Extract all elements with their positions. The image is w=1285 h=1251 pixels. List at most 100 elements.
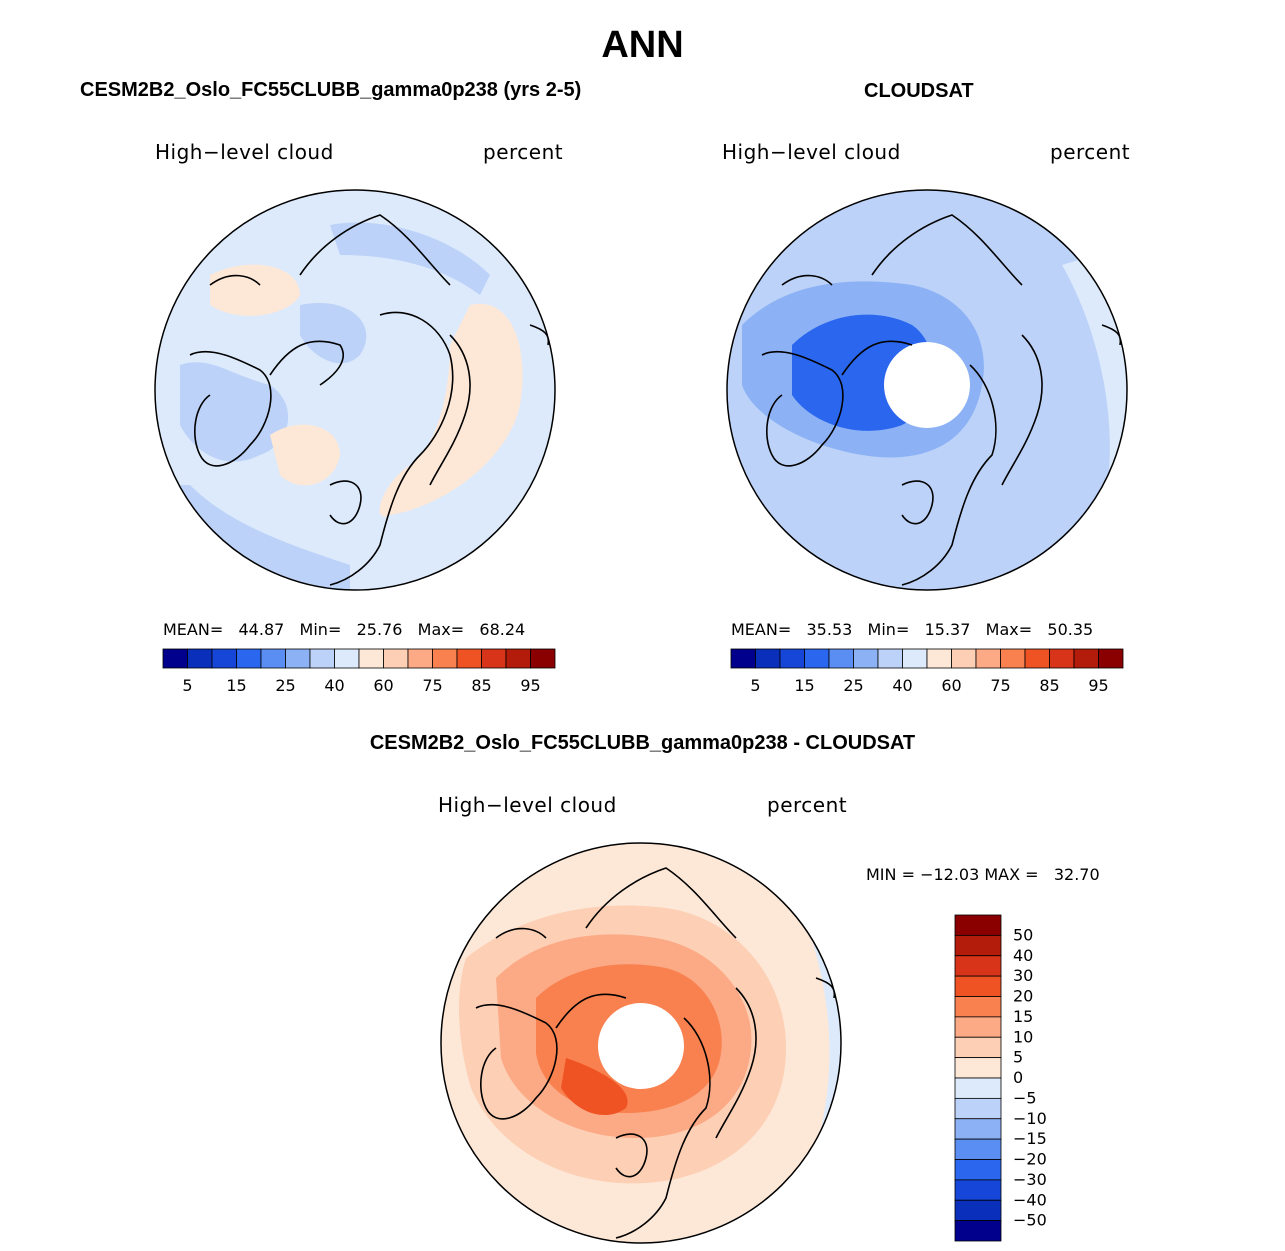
panel-1-colorbar-swatch-13 bbox=[481, 648, 507, 669]
panel-3-colorbar-swatch-4 bbox=[954, 996, 1002, 1018]
panel-1-colorbar-swatch-0 bbox=[162, 648, 188, 669]
panel-3-colorbar-swatch-11 bbox=[954, 1138, 1002, 1160]
panel-1-colorbar-swatch-11 bbox=[432, 648, 458, 669]
panel-2-colorbar-swatch-6 bbox=[877, 648, 903, 669]
panel-3-colorbar-swatch-6 bbox=[954, 1036, 1002, 1059]
panel-1-colorbar-swatch-9 bbox=[383, 648, 409, 669]
panel-3-colorbar-swatch-12 bbox=[954, 1159, 1002, 1181]
panel-2-colorbar-tick-label: 75 bbox=[990, 676, 1010, 695]
panel-1-colorbar-tick-label: 75 bbox=[422, 676, 442, 695]
panel-1-polar-map bbox=[154, 189, 556, 591]
panel-2-colorbar-tick-label: 25 bbox=[843, 676, 863, 695]
panel-1-colorbar-tick-label: 40 bbox=[324, 676, 344, 695]
panel-2-units-label: percent bbox=[1050, 140, 1131, 164]
panel-3-colorbar-swatch-5 bbox=[954, 1016, 1002, 1038]
panel-3-colorbar-swatch-7 bbox=[954, 1057, 1002, 1079]
panel-3-region-peak-positive bbox=[561, 1058, 628, 1116]
panel-3-polar-map bbox=[440, 842, 842, 1244]
panel-1-region-greenland-low bbox=[180, 362, 289, 462]
panel-1-colorbar-tick-label: 25 bbox=[275, 676, 295, 695]
panel-3-colorbar-swatch-15 bbox=[954, 1220, 1002, 1242]
panel-2-colorbar-swatch-4 bbox=[828, 648, 854, 669]
panel-2-colorbar-swatch-8 bbox=[926, 648, 952, 669]
panel-3-colorbar-swatch-3 bbox=[954, 975, 1002, 997]
panel-2-colorbar-swatch-7 bbox=[902, 648, 928, 669]
panel-3-colorbar-tick-label: −15 bbox=[1013, 1129, 1047, 1148]
panel-3-colorbar-tick-label: 20 bbox=[1013, 987, 1033, 1006]
panel-2-colorbar-swatch-5 bbox=[853, 648, 879, 669]
panel-2-colorbar-swatch-1 bbox=[755, 648, 781, 669]
panel-1-region-pacific-low bbox=[330, 222, 490, 295]
panel-2-colorbar-swatches bbox=[730, 648, 1124, 669]
panel-1-colorbar-labels: 5 15 25 40 60 75 85 95 bbox=[182, 676, 540, 695]
panel-1-colorbar: 5 15 25 40 60 75 85 95 bbox=[162, 648, 556, 695]
panel-3-stats: MIN = −12.03 MAX = 32.70 bbox=[866, 865, 1100, 884]
panel-1-coastlines bbox=[189, 214, 550, 586]
panel-1-colorbar-tick-label: 60 bbox=[373, 676, 393, 695]
panel-2-title: CLOUDSAT bbox=[864, 80, 974, 102]
panel-1-variable-label: High−level cloud bbox=[155, 140, 334, 164]
panel-3-colorbar-tick-label: 10 bbox=[1013, 1027, 1033, 1046]
panel-2-colorbar-swatch-12 bbox=[1024, 648, 1050, 669]
panel-1-colorbar-swatch-15 bbox=[530, 648, 556, 669]
panel-2-colorbar-tick-label: 95 bbox=[1088, 676, 1108, 695]
panel-3-map-border bbox=[440, 842, 842, 1244]
panel-1-region-eurasia-high bbox=[379, 303, 523, 517]
panel-2-colorbar-swatch-15 bbox=[1098, 648, 1124, 669]
panel-1-region-arctic-low bbox=[300, 303, 367, 364]
panel-2-colorbar-tick-label: 85 bbox=[1039, 676, 1059, 695]
panel-2-colorbar-tick-label: 15 bbox=[794, 676, 814, 695]
panel-1-colorbar-swatch-14 bbox=[505, 648, 531, 669]
panel-1-region-atlantic-high bbox=[270, 424, 340, 486]
panel-3-colorbar-tick-label: 50 bbox=[1013, 925, 1033, 944]
panel-1-colorbar-swatch-2 bbox=[211, 648, 237, 669]
panel-1-stats: MEAN= 44.87 Min= 25.76 Max= 68.24 bbox=[163, 620, 526, 639]
panel-3-title: CESM2B2_Oslo_FC55CLUBB_gamma0p238 - CLOU… bbox=[369, 732, 916, 754]
panel-3-coastlines bbox=[475, 867, 836, 1239]
panel-3-variable-label: High−level cloud bbox=[438, 793, 617, 817]
panel-1-colorbar-swatch-1 bbox=[187, 648, 213, 669]
panel-3-colorbar-tick-label: 30 bbox=[1013, 966, 1033, 985]
panel-2-colorbar-tick-label: 60 bbox=[941, 676, 961, 695]
panel-3-colorbar-tick-label: −10 bbox=[1013, 1109, 1047, 1128]
panel-3-colorbar-tick-label: 40 bbox=[1013, 946, 1033, 965]
panel-3-colorbar-swatch-14 bbox=[954, 1199, 1002, 1222]
panel-1-title: CESM2B2_Oslo_FC55CLUBB_gamma0p238 (yrs 2… bbox=[80, 79, 582, 101]
panel-1-colorbar-swatch-3 bbox=[236, 648, 262, 669]
panel-3-colorbar-tick-label: −50 bbox=[1013, 1211, 1047, 1230]
panel-1-colorbar-swatch-6 bbox=[309, 648, 335, 669]
panel-1-colorbar-swatch-8 bbox=[358, 648, 384, 669]
panel-2-colorbar-swatch-0 bbox=[730, 648, 756, 669]
panel-2-stats: MEAN= 35.53 Min= 15.37 Max= 50.35 bbox=[731, 620, 1094, 639]
panel-3-colorbar-tick-label: 15 bbox=[1013, 1007, 1033, 1026]
panel-1-units-label: percent bbox=[483, 140, 564, 164]
panel-2-variable-label: High−level cloud bbox=[722, 140, 901, 164]
panel-1-colorbar-swatch-5 bbox=[285, 648, 311, 669]
panel-3-colorbar-swatch-2 bbox=[954, 955, 1002, 977]
panel-1-colorbar-tick-label: 5 bbox=[182, 676, 192, 695]
panel-2-colorbar: 5 15 25 40 60 75 85 95 bbox=[730, 648, 1124, 695]
panel-3-colorbar-swatch-10 bbox=[954, 1118, 1002, 1140]
panel-3-colorbar-swatch-9 bbox=[954, 1097, 1002, 1120]
panel-1-colorbar-swatches bbox=[162, 648, 556, 669]
page-title: ANN bbox=[601, 24, 684, 66]
panel-3-colorbar-tick-label: 0 bbox=[1013, 1068, 1023, 1087]
panel-1-colorbar-swatch-4 bbox=[260, 648, 286, 669]
panel-1-colorbar-swatch-7 bbox=[334, 648, 360, 669]
panel-3-colorbar-swatch-13 bbox=[954, 1179, 1002, 1201]
panel-1-colorbar-tick-label: 85 bbox=[471, 676, 491, 695]
panel-2-colorbar-swatch-11 bbox=[1000, 648, 1026, 669]
panel-2-polar-map bbox=[726, 189, 1128, 591]
panel-2-colorbar-swatch-3 bbox=[804, 648, 830, 669]
panel-3-colorbar-swatch-0 bbox=[954, 914, 1002, 936]
panel-2-colorbar-tick-label: 40 bbox=[892, 676, 912, 695]
panel-3-colorbar-swatches bbox=[954, 914, 1002, 1242]
panel-3-colorbar-tick-label: −5 bbox=[1013, 1088, 1037, 1107]
panel-2-map-border bbox=[726, 189, 1128, 591]
panel-3-colorbar-tick-label: −20 bbox=[1013, 1150, 1047, 1169]
panel-2-colorbar-swatch-10 bbox=[975, 648, 1001, 669]
panel-3-units-label: percent bbox=[767, 793, 848, 817]
panel-2-colorbar-tick-label: 5 bbox=[750, 676, 760, 695]
